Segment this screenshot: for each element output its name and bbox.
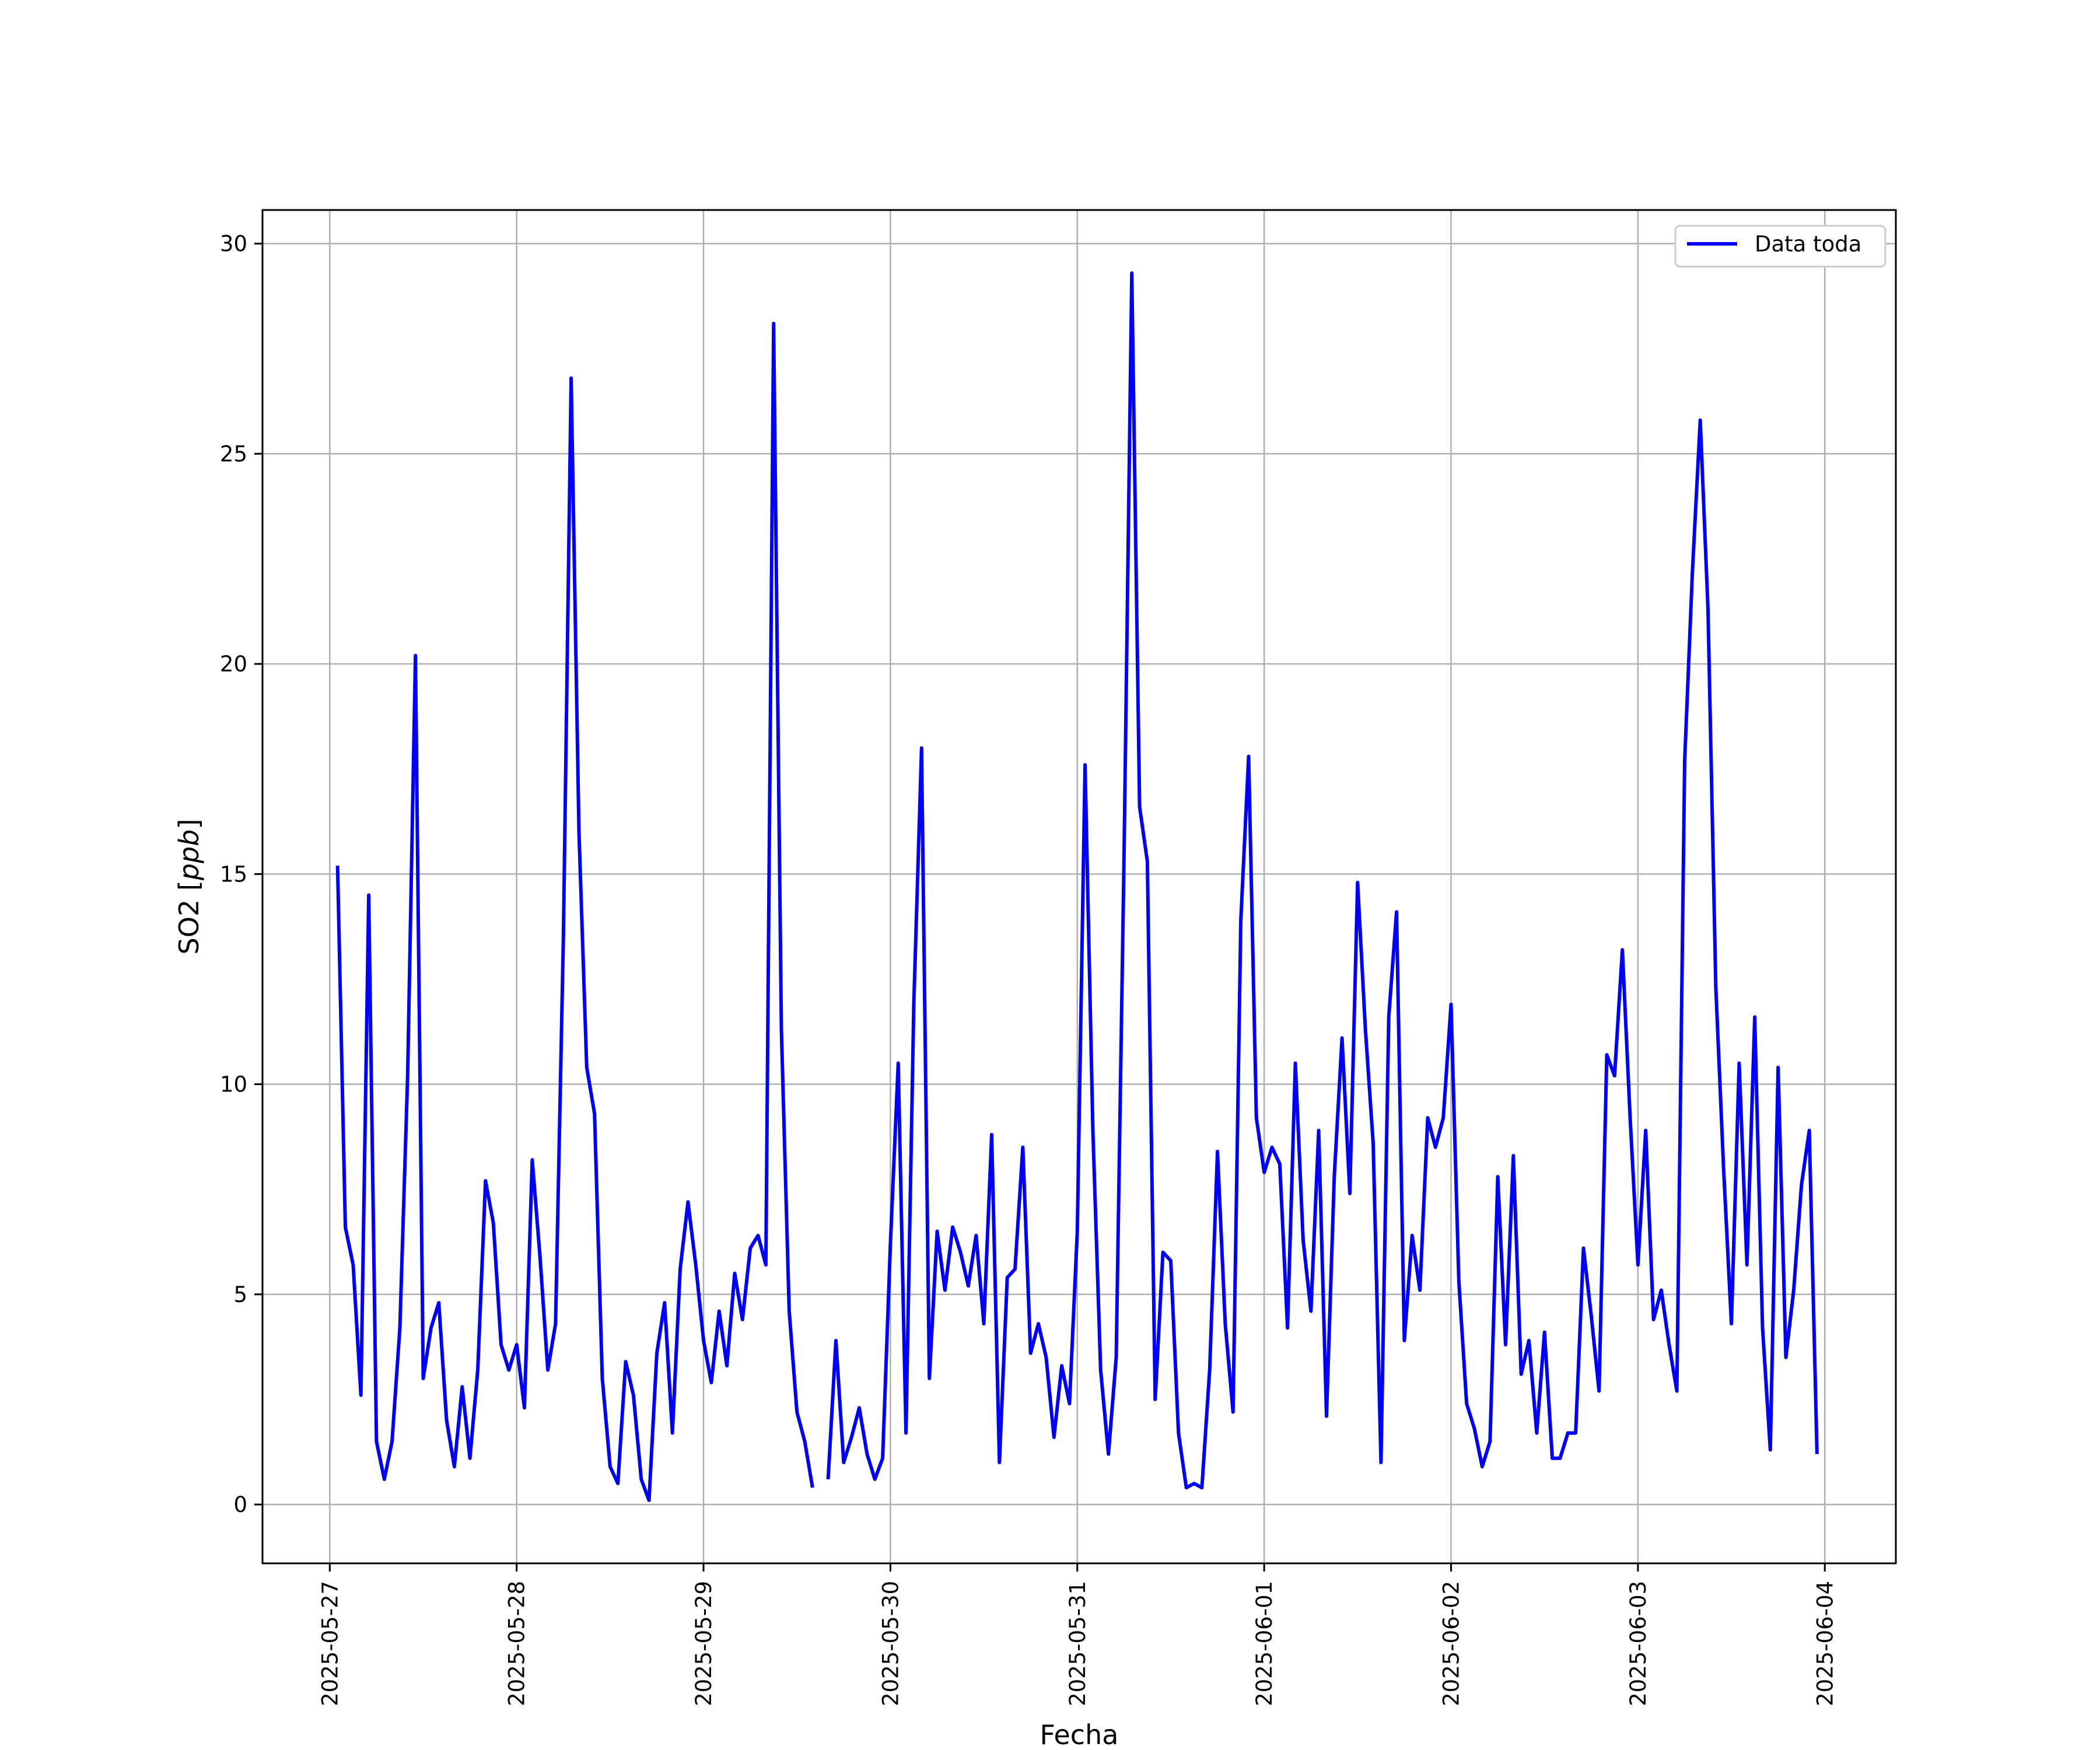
- y-axis-label: SO2 [ppb]: [173, 819, 205, 955]
- y-tick-label: 15: [220, 862, 247, 887]
- x-axis: 2025-05-27 2025-05-28 2025-05-29 2025-05-30…: [317, 1563, 1838, 1706]
- plot-frame: [261, 209, 1897, 1564]
- x-tick-label: 2025-06-01: [1252, 1581, 1277, 1706]
- y-tick-label: 5: [233, 1282, 247, 1307]
- series-line: [335, 271, 1819, 1502]
- legend-box: [1674, 225, 1887, 268]
- x-tick-label: 2025-05-29: [691, 1581, 716, 1706]
- y-tick-label: 25: [220, 442, 247, 467]
- x-axis-label: Fecha: [1040, 1719, 1119, 1750]
- y-axis: 0 5 10 15 20 25 30: [220, 232, 262, 1517]
- y-tick-label: 20: [220, 652, 247, 677]
- y-axis-label-quantity: SO2: [173, 900, 205, 955]
- x-tick-label: 2025-06-03: [1626, 1581, 1651, 1706]
- y-tick-label: 10: [220, 1072, 247, 1097]
- x-tick-label: 2025-06-02: [1439, 1581, 1464, 1706]
- x-tick-label: 2025-06-04: [1812, 1581, 1838, 1706]
- y-tick-label: 0: [233, 1492, 247, 1517]
- y-tick-label: 30: [220, 232, 247, 257]
- x-tick-label: 2025-05-27: [317, 1581, 342, 1706]
- x-tick-label: 2025-05-30: [878, 1581, 903, 1706]
- data-series: [335, 271, 1819, 1502]
- legend: Data toda: [1674, 225, 1887, 268]
- x-tick-label: 2025-05-28: [505, 1581, 530, 1706]
- grid-lines: [262, 210, 1896, 1563]
- y-axis-label-unit: ppb: [173, 830, 205, 881]
- y-axis-label-open-bracket: [: [173, 880, 205, 891]
- y-axis-label-close-bracket: ]: [173, 819, 205, 830]
- legend-label: Data toda: [1755, 232, 1861, 257]
- x-tick-label: 2025-05-31: [1065, 1581, 1090, 1706]
